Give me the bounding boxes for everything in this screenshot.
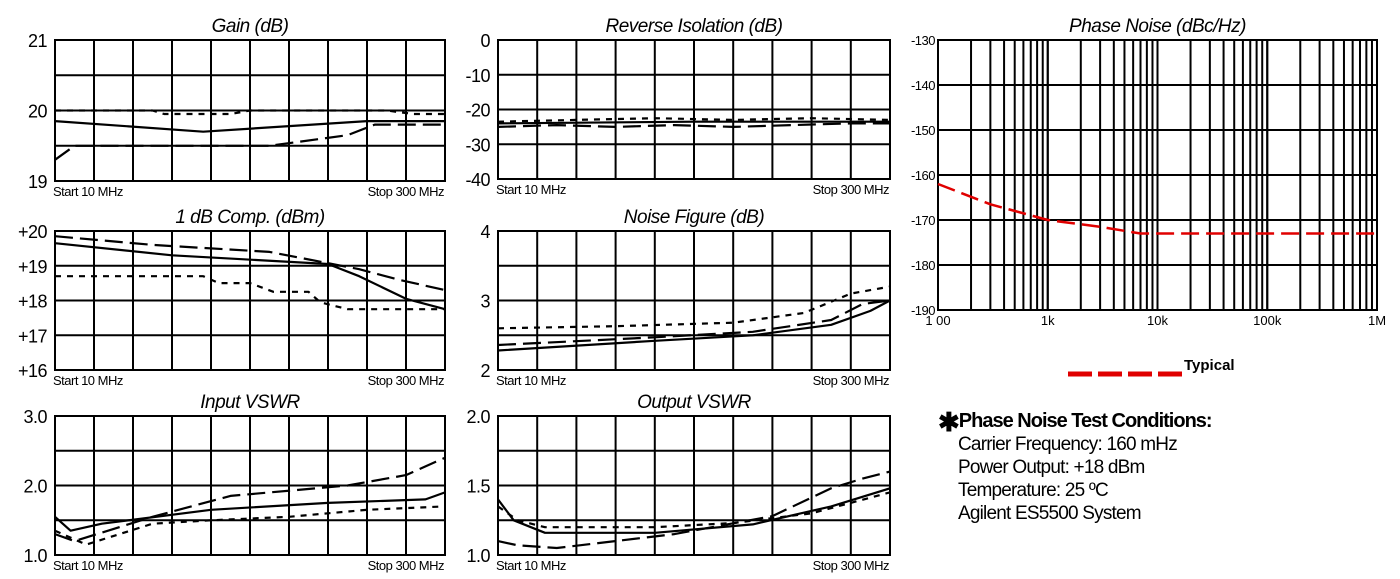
condition-system: Agilent ES5500 System xyxy=(958,503,1142,524)
condition-carrier-frequency: Carrier Frequency: 160 mHz xyxy=(958,434,1178,455)
reverse-isolation-series-dotted-line xyxy=(497,117,891,123)
phase-noise-y-tick-label: -150 xyxy=(911,123,935,138)
test-conditions-heading: Phase Noise Test Conditions: xyxy=(958,410,1213,432)
input-vswr-x-tick-label: Stop 300 MHz xyxy=(368,558,444,573)
reverse-isolation-y-tick-label: 0 xyxy=(480,31,490,51)
reverse-isolation-y-tick-label: -20 xyxy=(465,101,490,121)
reverse-isolation-y-tick-label: -40 xyxy=(465,170,490,190)
condition-power-output: Power Output: +18 dBm xyxy=(958,457,1145,478)
input-vswr-series-dashed-line xyxy=(54,456,446,543)
phase-noise-y-tick-label: -180 xyxy=(911,258,935,273)
reverse-isolation-series-dashed-line xyxy=(497,122,890,129)
compression-title: 1 dB Comp. (dBm) xyxy=(175,207,324,228)
gain-series-solid-line xyxy=(54,119,445,133)
input-vswr-title: Input VSWR xyxy=(200,392,300,413)
input-vswr-series-solid-line xyxy=(54,491,446,532)
input-vswr-y-tick-label: 3.0 xyxy=(23,407,47,427)
reverse-isolation-title: Reverse Isolation (dB) xyxy=(606,16,783,37)
reverse-isolation-series-solid-line xyxy=(497,120,890,125)
compression-x-tick-label: Start 10 MHz xyxy=(53,373,123,388)
compression-y-tick-label: +19 xyxy=(18,257,48,277)
output-vswr-y-tick-label: 2.0 xyxy=(466,407,490,427)
phase-noise-y-tick-label: -140 xyxy=(911,78,935,93)
phase-noise-title: Phase Noise (dBc/Hz) xyxy=(1069,16,1246,37)
gain-x-tick-label: Stop 300 MHz xyxy=(368,184,444,199)
compression-plot-frame xyxy=(54,230,446,371)
output-vswr-y-tick-label: 1.5 xyxy=(466,477,490,497)
phase-noise-x-tick-label: 100k xyxy=(1253,313,1282,328)
test-conditions: ✱ Phase Noise Test Conditions: Carrier F… xyxy=(938,406,1378,525)
output-vswr-series-dotted-line xyxy=(497,491,891,529)
compression-x-tick-label: Stop 300 MHz xyxy=(368,373,444,388)
test-conditions-title: ✱ Phase Noise Test Conditions: xyxy=(938,406,1378,437)
noise-figure-y-tick-label: 3 xyxy=(480,292,490,312)
phase-noise-y-tick-label: -190 xyxy=(911,303,935,318)
gain-x-tick-label: Start 10 MHz xyxy=(53,184,123,199)
reverse-isolation-plot-frame xyxy=(497,39,891,180)
compression-series-solid-line xyxy=(54,242,446,311)
gain-series-dashed-line xyxy=(54,123,445,161)
phase-noise-plot-frame xyxy=(937,39,1378,311)
noise-figure-series-dashed-line xyxy=(497,299,891,347)
output-vswr-title: Output VSWR xyxy=(637,392,752,413)
phase-noise-y-tick-label: -170 xyxy=(911,213,935,228)
phase-noise-x-tick-label: 1M xyxy=(1368,313,1386,328)
phase-noise-series-dashed-line xyxy=(937,182,1377,235)
input-vswr-plot-frame xyxy=(54,415,446,556)
noise-figure-x-tick-label: Stop 300 MHz xyxy=(813,373,889,388)
reverse-isolation-y-tick-label: -30 xyxy=(465,135,490,155)
compression-series-dotted-line xyxy=(55,275,445,311)
compression-y-tick-label: +18 xyxy=(18,292,48,312)
asterisk-icon: ✱ xyxy=(938,406,960,437)
compression-y-tick-label: +20 xyxy=(18,222,48,242)
gain-y-tick-label: 20 xyxy=(28,102,48,122)
noise-figure-y-tick-label: 2 xyxy=(480,361,490,381)
noise-figure-x-tick-label: Start 10 MHz xyxy=(496,373,566,388)
output-vswr-series-dashed-line xyxy=(497,470,891,550)
output-vswr-x-tick-label: Stop 300 MHz xyxy=(813,558,889,573)
phase-noise-y-tick-label: -130 xyxy=(911,33,935,48)
gain-series-dotted-line xyxy=(55,109,445,116)
noise-figure-series-dotted-line xyxy=(497,285,891,330)
output-vswr-x-tick-label: Start 10 MHz xyxy=(496,558,566,573)
input-vswr-y-tick-label: 1.0 xyxy=(23,546,47,566)
condition-temperature: Temperature: 25 ºC xyxy=(958,480,1109,501)
output-vswr-series-solid-line xyxy=(497,487,891,534)
gain-title: Gain (dB) xyxy=(212,16,289,37)
input-vswr-y-tick-label: 2.0 xyxy=(23,477,47,497)
compression-series-dashed-line xyxy=(54,235,446,292)
reverse-isolation-y-tick-label: -10 xyxy=(465,66,490,86)
phase-noise-x-tick-label: 10k xyxy=(1147,313,1168,328)
gain-y-tick-label: 21 xyxy=(28,31,48,51)
gain-y-tick-label: 19 xyxy=(28,172,48,192)
input-vswr-x-tick-label: Start 10 MHz xyxy=(53,558,123,573)
output-vswr-y-tick-label: 1.0 xyxy=(466,546,490,566)
output-vswr-plot-frame xyxy=(497,415,891,556)
reverse-isolation-x-tick-label: Stop 300 MHz xyxy=(813,182,889,197)
noise-figure-y-tick-label: 4 xyxy=(480,222,490,242)
phase-noise-legend-label: Typical xyxy=(1184,357,1235,374)
reverse-isolation-x-tick-label: Start 10 MHz xyxy=(496,182,566,197)
compression-y-tick-label: +17 xyxy=(18,326,48,346)
phase-noise-x-tick-label: 1 00 xyxy=(925,313,950,328)
noise-figure-series-solid-line xyxy=(497,299,891,352)
compression-y-tick-label: +16 xyxy=(18,361,48,381)
phase-noise-x-tick-label: 1k xyxy=(1041,313,1055,328)
noise-figure-title: Noise Figure (dB) xyxy=(624,207,765,228)
phase-noise-y-tick-label: -160 xyxy=(911,168,935,183)
